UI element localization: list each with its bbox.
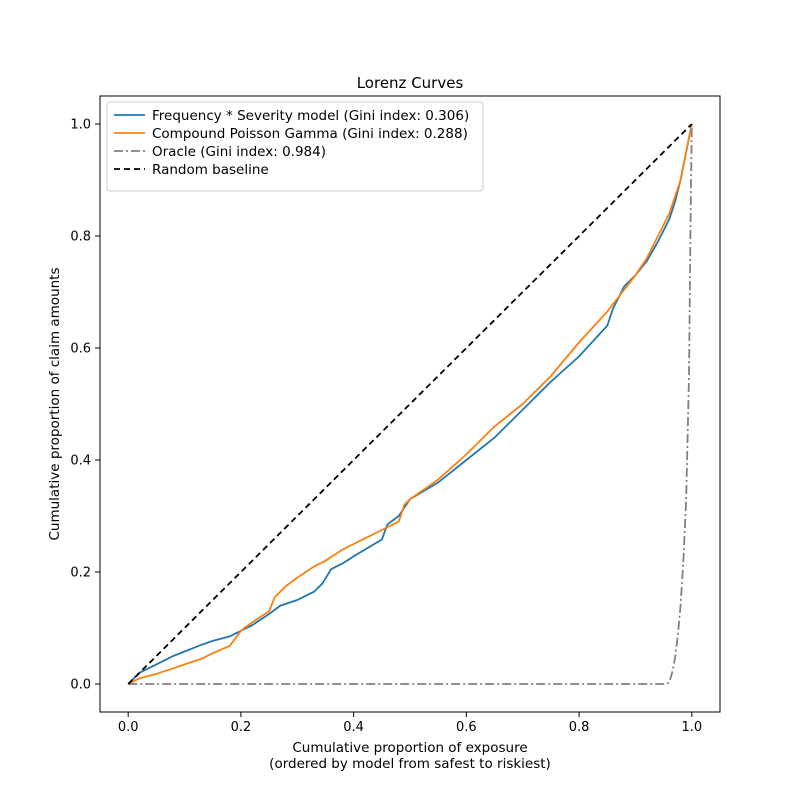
- x-axis-label-line2: (ordered by model from safest to riskies…: [269, 756, 551, 772]
- series-line-compound-poisson: [127, 123, 693, 685]
- x-tick-label: 0.4: [343, 720, 364, 735]
- plot-area: [127, 123, 693, 685]
- legend: Frequency * Severity model (Gini index: …: [106, 101, 484, 192]
- x-axis-label: Cumulative proportion of exposure: [292, 740, 527, 756]
- legend-label: Compound Poisson Gamma (Gini index: 0.28…: [152, 126, 468, 142]
- x-tick-label: 1.0: [681, 720, 702, 735]
- legend-label: Frequency * Severity model (Gini index: …: [152, 108, 469, 124]
- x-tick-label: 0.2: [231, 720, 252, 735]
- legend-box: [106, 101, 484, 192]
- x-tick-label: 0.8: [569, 720, 590, 735]
- series-line-oracle-gini: [128, 123, 693, 685]
- legend-label: Oracle (Gini index: 0.984): [152, 144, 326, 160]
- series-line-random-baseline: [127, 123, 693, 685]
- x-tick-label: 0.6: [456, 720, 477, 735]
- plot-frame: [99, 95, 721, 713]
- y-tick-label: 0.6: [70, 342, 91, 357]
- legend-label: Random baseline: [152, 162, 269, 178]
- y-tick-label: 0.0: [70, 678, 91, 693]
- y-axis-label: Cumulative proportion of claim amounts: [47, 267, 63, 540]
- axes: 0.0 0.2 0.4 0.6 0.8 1.0 0.0 0.2 0.4 0.6 0.8 1.0: [70, 95, 721, 735]
- chart-title: Lorenz Curves: [357, 74, 464, 92]
- y-tick-label: 0.8: [70, 230, 91, 245]
- y-tick-label: 0.2: [70, 566, 91, 581]
- x-tick-label: 0.0: [118, 720, 139, 735]
- y-tick-label: 0.4: [70, 454, 91, 469]
- y-tick-label: 1.0: [70, 118, 91, 133]
